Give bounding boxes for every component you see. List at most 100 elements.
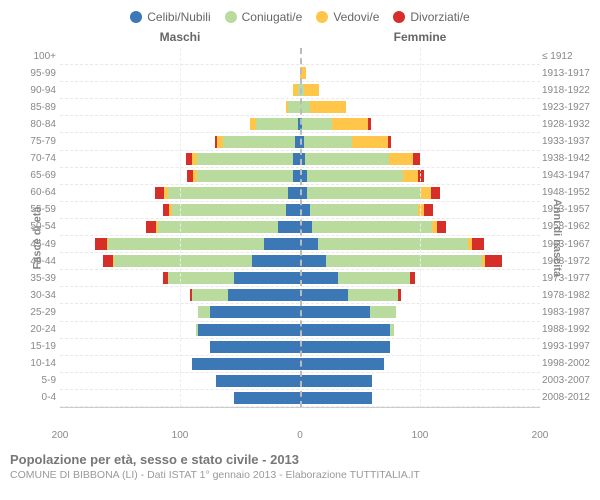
segment [300, 238, 318, 250]
segment [288, 101, 300, 113]
chart-area: Fasce di età Anni di nascita 100+≤ 19129… [0, 48, 600, 428]
segment [168, 187, 288, 199]
legend-label: Celibi/Nubili [147, 10, 210, 24]
segment [286, 204, 300, 216]
segment [300, 306, 370, 318]
segment [312, 221, 432, 233]
legend-swatch [130, 11, 142, 23]
segment [210, 306, 300, 318]
segment [234, 392, 300, 404]
year-label: 2008-2012 [542, 392, 592, 403]
segment [472, 238, 484, 250]
segment [437, 221, 447, 233]
segment [304, 136, 352, 148]
x-tick: 100 [412, 430, 429, 441]
x-tick: 100 [172, 430, 189, 441]
age-label: 55-59 [12, 204, 56, 215]
segment [114, 255, 252, 267]
segment [172, 204, 286, 216]
segment [305, 153, 389, 165]
x-axis: 2001000100200 [0, 428, 600, 444]
segment [216, 375, 300, 387]
segment [278, 221, 300, 233]
segment [198, 306, 210, 318]
age-label: 40-44 [12, 256, 56, 267]
legend-swatch [225, 11, 237, 23]
age-label: 10-14 [12, 358, 56, 369]
segment [293, 153, 300, 165]
age-label: 45-49 [12, 239, 56, 250]
legend-item: Celibi/Nubili [130, 10, 210, 24]
segment [256, 118, 298, 130]
age-label: 15-19 [12, 341, 56, 352]
segment [198, 324, 300, 336]
year-label: ≤ 1912 [542, 51, 592, 62]
segment [192, 289, 228, 301]
gridline [180, 48, 181, 407]
segment [370, 306, 396, 318]
age-label: 5-9 [12, 375, 56, 386]
year-label: 1938-1942 [542, 153, 592, 164]
x-tick: 200 [532, 430, 549, 441]
segment [300, 255, 326, 267]
segment [155, 187, 165, 199]
segment [192, 358, 300, 370]
segment [338, 272, 410, 284]
segment [103, 255, 113, 267]
segment [348, 289, 398, 301]
segment [223, 136, 295, 148]
segment [300, 289, 348, 301]
age-label: 75-79 [12, 136, 56, 147]
segment [210, 341, 300, 353]
segment [352, 136, 388, 148]
legend: Celibi/NubiliConiugati/eVedovi/eDivorzia… [0, 0, 600, 30]
segment [168, 272, 234, 284]
age-label: 95-99 [12, 68, 56, 79]
age-label: 100+ [12, 51, 56, 62]
segment [318, 238, 468, 250]
year-label: 1968-1972 [542, 256, 592, 267]
segment [158, 221, 278, 233]
segment [398, 289, 400, 301]
year-label: 1993-1997 [542, 341, 592, 352]
segment [293, 170, 300, 182]
year-label: 1983-1987 [542, 307, 592, 318]
segment [485, 255, 502, 267]
age-label: 90-94 [12, 85, 56, 96]
segment [228, 289, 300, 301]
legend-item: Coniugati/e [225, 10, 303, 24]
age-label: 85-89 [12, 102, 56, 113]
legend-swatch [316, 11, 328, 23]
year-label: 1958-1962 [542, 221, 592, 232]
segment [300, 341, 390, 353]
segment [403, 170, 417, 182]
segment [288, 187, 300, 199]
segment [197, 170, 293, 182]
year-label: 1943-1947 [542, 170, 592, 181]
gender-labels: Maschi Femmine [0, 30, 600, 48]
label-male: Maschi [60, 30, 300, 44]
age-label: 0-4 [12, 392, 56, 403]
title-block: Popolazione per età, sesso e stato civil… [0, 444, 600, 481]
pyramid-rows: 100+≤ 191295-991913-191790-941918-192285… [60, 48, 540, 408]
age-label: 25-29 [12, 307, 56, 318]
segment [307, 170, 403, 182]
segment [108, 238, 264, 250]
segment [300, 272, 338, 284]
legend-label: Coniugati/e [242, 10, 303, 24]
year-label: 1923-1927 [542, 102, 592, 113]
year-label: 1953-1957 [542, 204, 592, 215]
age-label: 80-84 [12, 119, 56, 130]
segment [252, 255, 300, 267]
segment [310, 204, 418, 216]
year-label: 1918-1922 [542, 85, 592, 96]
legend-swatch [393, 11, 405, 23]
x-tick: 200 [52, 430, 69, 441]
legend-item: Vedovi/e [316, 10, 379, 24]
year-label: 2003-2007 [542, 375, 592, 386]
year-label: 1948-1952 [542, 187, 592, 198]
segment [95, 238, 107, 250]
year-label: 1988-1992 [542, 324, 592, 335]
year-label: 1973-1977 [542, 273, 592, 284]
age-label: 20-24 [12, 324, 56, 335]
